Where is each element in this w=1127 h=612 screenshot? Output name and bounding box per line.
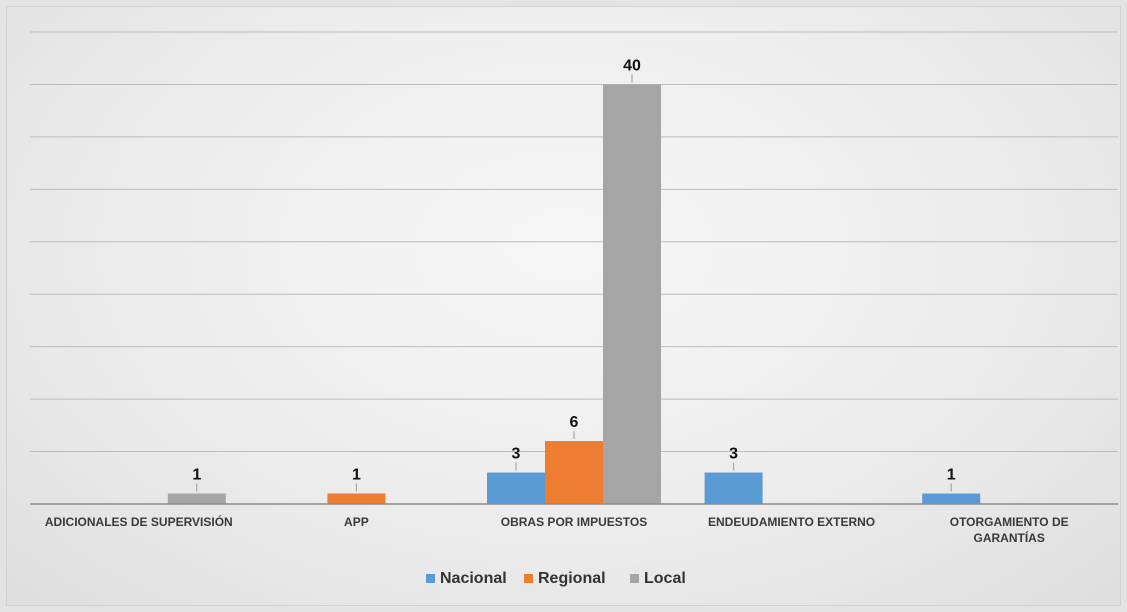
bar bbox=[545, 441, 603, 504]
x-tick-label: OBRAS POR IMPUESTOS bbox=[501, 515, 647, 529]
data-label: 3 bbox=[512, 446, 521, 463]
x-tick-label: GARANTÍAS bbox=[974, 530, 1045, 545]
legend: Nacional Regional Local bbox=[426, 570, 686, 587]
x-tick-label: ADICIONALES DE SUPERVISIÓN bbox=[45, 514, 233, 529]
data-label: 6 bbox=[570, 414, 579, 431]
bar bbox=[922, 493, 981, 504]
bar bbox=[704, 472, 763, 504]
legend-label: Nacional bbox=[440, 570, 507, 587]
legend-item: Nacional bbox=[426, 570, 507, 587]
legend-swatch bbox=[630, 574, 639, 583]
x-tick-label: ENDEUDAMIENTO EXTERNO bbox=[708, 515, 875, 529]
legend-swatch bbox=[524, 574, 533, 583]
bar bbox=[603, 84, 661, 504]
bar bbox=[487, 472, 545, 504]
legend-item: Regional bbox=[524, 570, 606, 587]
legend-swatch bbox=[426, 574, 435, 583]
data-label: 1 bbox=[192, 467, 201, 484]
data-label: 3 bbox=[729, 446, 738, 463]
bar bbox=[167, 493, 226, 504]
x-tick-label: APP bbox=[344, 515, 369, 529]
data-label: 40 bbox=[623, 57, 641, 74]
chart-frame bbox=[6, 6, 1121, 606]
data-label: 1 bbox=[352, 467, 361, 484]
legend-label: Regional bbox=[538, 570, 606, 587]
bar bbox=[327, 493, 386, 504]
x-tick-label: OTORGAMIENTO DE bbox=[950, 515, 1069, 529]
data-label: 1 bbox=[947, 467, 956, 484]
legend-item: Local bbox=[630, 570, 686, 587]
legend-label: Local bbox=[644, 570, 686, 587]
